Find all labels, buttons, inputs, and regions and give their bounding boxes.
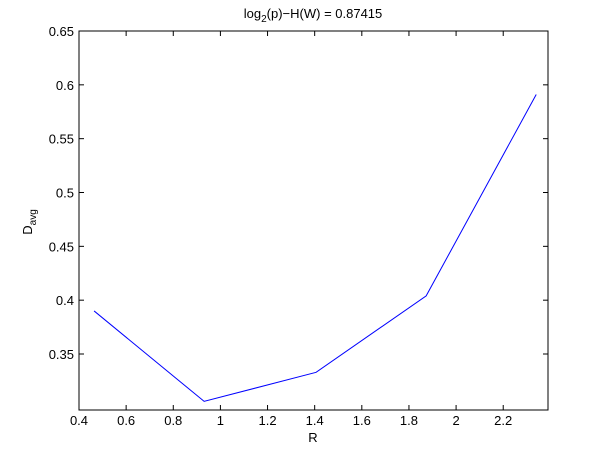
x-axis-label: R xyxy=(308,430,317,445)
x-tick-label: 1 xyxy=(217,413,224,428)
x-tick-label: 0.6 xyxy=(117,413,135,428)
y-label-part: D xyxy=(20,225,35,234)
x-tick-label: 1.8 xyxy=(400,413,418,428)
x-tick-label: 1.6 xyxy=(353,413,371,428)
y-axis-label: Davg xyxy=(20,209,39,235)
y-tick-label: 0.45 xyxy=(49,239,74,254)
y-tick-label: 0.65 xyxy=(49,24,74,39)
y-label-subscript: avg xyxy=(28,209,39,225)
plot-frame xyxy=(78,30,549,411)
title-part: (p)−H(W) = 0.87415 xyxy=(267,6,383,21)
y-tick-label: 0.55 xyxy=(49,132,74,147)
data-line xyxy=(93,94,537,402)
title-part: log xyxy=(244,6,261,21)
chart-title: log2(p)−H(W) = 0.87415 xyxy=(244,6,383,25)
x-tick-label: 1.2 xyxy=(259,413,277,428)
y-tick-label: 0.6 xyxy=(56,78,74,93)
x-tick-label: 1.4 xyxy=(306,413,324,428)
title-subscript: 2 xyxy=(261,14,267,25)
x-tick-label: 0.4 xyxy=(70,413,88,428)
x-tick-label: 0.8 xyxy=(164,413,182,428)
x-tick-label: 2 xyxy=(452,413,459,428)
y-tick-label: 0.35 xyxy=(49,347,74,362)
x-tick-label: 2.2 xyxy=(494,413,512,428)
y-tick-label: 0.4 xyxy=(56,293,74,308)
y-tick-label: 0.5 xyxy=(56,186,74,201)
